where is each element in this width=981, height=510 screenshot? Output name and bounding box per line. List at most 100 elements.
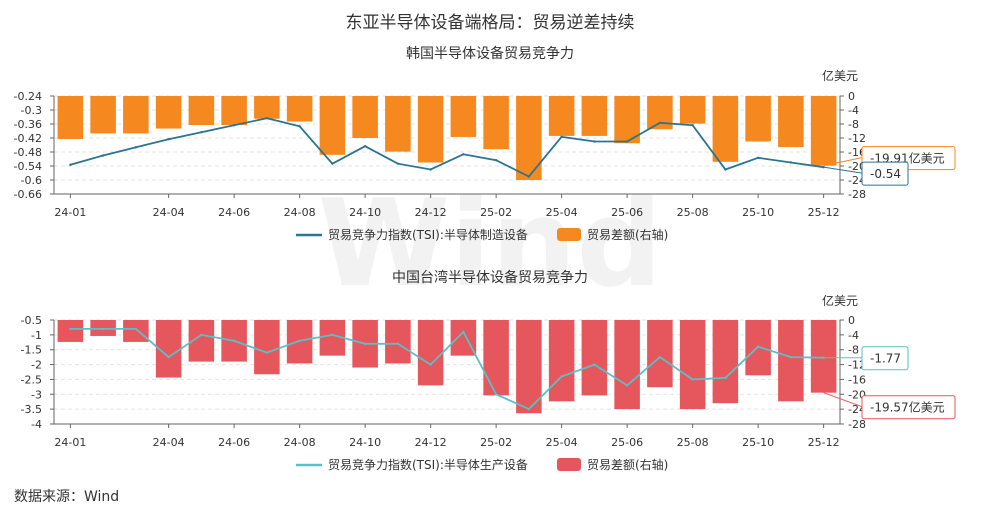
line-point [363,342,367,345]
left-tick-label: -0.66 [14,188,42,201]
right-tick-label: -12 [848,132,866,145]
bar [614,320,640,410]
x-tick-label: 25-04 [546,206,578,219]
line-point [494,158,498,162]
line-point [167,137,170,141]
bar [712,320,739,404]
bar [450,96,477,137]
line-callout-leader [823,166,863,174]
x-tick-label: 24-01 [54,206,86,219]
bar [155,96,182,129]
chart-subtitle: 韩国半导体设备贸易竞争力 [406,45,574,62]
right-tick-label: 0 [848,90,855,103]
line-point [789,161,793,164]
line-callout-label: -0.54 [870,167,901,181]
right-tick-label: -12 [848,359,866,372]
line-point [593,140,596,143]
bar [286,96,313,122]
x-tick-label: 24-04 [153,206,185,219]
line-point [232,339,236,342]
x-tick-label: 25-10 [742,206,774,219]
right-tick-label: -20 [848,388,866,401]
bar [254,320,280,375]
left-tick-label: -0.3 [21,104,42,117]
x-tick-label: 24-08 [284,206,316,219]
left-tick-label: -1.5 [21,344,42,357]
line-point [527,407,531,411]
bar [385,320,411,364]
bar [647,320,673,388]
bar [123,96,149,134]
bar [548,96,575,136]
bar [188,96,215,126]
line-point [789,355,793,359]
right-tick-label: -16 [848,146,866,159]
x-tick-label: 24-10 [349,206,381,219]
left-tick-label: -2 [31,359,42,372]
left-tick-label: -3.5 [21,403,42,416]
watermark: Wind [318,175,663,314]
line-point [429,168,432,171]
x-tick-label: 24-12 [415,206,447,219]
line-point [200,130,203,134]
bar [679,96,706,124]
line-point [134,327,138,331]
line-point [232,123,236,127]
line-point [462,153,465,156]
line-point [625,384,629,387]
series-line [70,117,824,178]
main-title: 东亚半导体设备端格局：贸易逆差持续 [346,13,635,33]
left-tick-label: -3 [31,388,42,401]
x-tick-label: 24-06 [218,436,250,449]
line-point [331,333,334,337]
line-point [265,351,269,354]
right-tick-label: -8 [848,118,859,131]
x-tick-label: 25-08 [677,436,709,449]
right-axis-unit: 亿美元 [822,293,858,308]
x-tick-label: 25-02 [480,436,512,449]
bar [483,96,509,150]
right-tick-label: -4 [848,104,859,117]
x-tick-label: 25-04 [546,436,578,449]
bar [221,96,247,126]
line-callout-box [861,346,909,371]
line-point [658,121,662,125]
x-tick-label: 24-06 [218,206,250,219]
left-tick-label: -0.24 [14,90,42,103]
line-point [462,330,465,334]
source-note: 数据来源：Wind [14,489,119,505]
x-tick-label: 25-06 [611,436,643,449]
left-tick-label: -0.54 [14,160,42,173]
line-point [724,376,727,380]
bar [614,96,640,144]
left-tick-label: -0.36 [14,118,42,131]
line-point [593,363,596,366]
line-point [625,140,629,143]
x-tick-label: 24-08 [284,436,316,449]
left-tick-label: -4 [31,418,42,431]
line-point [494,393,498,396]
x-tick-label: 24-12 [415,436,447,449]
bar [123,320,149,342]
bar [417,96,444,163]
line-point [396,162,400,165]
line-point [331,162,334,165]
x-tick-label: 25-08 [677,206,709,219]
right-tick-label: -28 [848,188,866,201]
bar [57,320,84,342]
bar [57,96,84,140]
line-point [429,363,432,366]
line-callout-box [861,161,909,186]
line-point [756,345,760,348]
bar-callout-leader [823,157,863,167]
bar [319,96,346,155]
bar [778,96,804,148]
x-tick-label: 25-02 [480,206,512,219]
left-tick-label: -0.6 [21,174,42,187]
right-tick-label: 0 [848,314,855,327]
bar [516,320,542,414]
right-tick-label: -20 [848,160,866,173]
bar [516,96,542,180]
line-point [167,355,170,359]
